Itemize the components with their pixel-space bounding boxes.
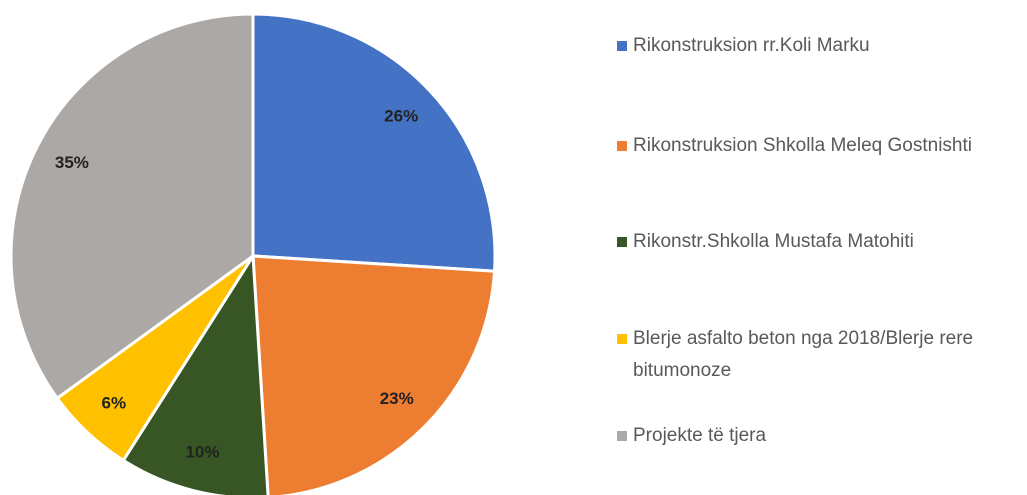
legend-swatch <box>617 41 627 51</box>
pie-slice <box>251 254 497 495</box>
legend-item: Blerje asfalto beton nga 2018/Blerje rer… <box>617 323 1017 387</box>
legend-label: Projekte të tjera <box>633 425 767 446</box>
data-label: 10% <box>185 442 219 461</box>
data-label: 35% <box>55 153 89 172</box>
legend-swatch <box>617 237 627 247</box>
legend-swatch <box>617 334 627 344</box>
legend-label: Blerje asfalto beton nga 2018/Blerje rer… <box>633 328 974 381</box>
legend-swatch <box>617 431 627 441</box>
pie-slice <box>9 12 255 401</box>
data-label: 26% <box>384 106 418 125</box>
legend-label: Rikonstruksion rr.Koli Marku <box>633 35 870 56</box>
legend-item: Rikonstruksion rr.Koli Marku <box>617 30 1017 62</box>
legend-label: Rikonstr.Shkolla Mustafa Matohiti <box>633 231 914 252</box>
pie-slice <box>121 251 270 495</box>
legend-item: Rikonstr.Shkolla Mustafa Matohiti <box>617 226 1017 258</box>
legend-item: Rikonstruksion Shkolla Meleq Gostnishti <box>617 130 1017 162</box>
legend-label: Rikonstruksion Shkolla Meleq Gostnishti <box>633 135 972 156</box>
data-label: 23% <box>380 389 414 408</box>
legend-swatch <box>617 141 627 151</box>
pie-slice <box>251 12 497 273</box>
legend-item: Projekte të tjera <box>617 420 1017 452</box>
pie-area: 26% 23% 10% 6% 35% <box>9 12 497 495</box>
data-label: 6% <box>102 394 127 413</box>
